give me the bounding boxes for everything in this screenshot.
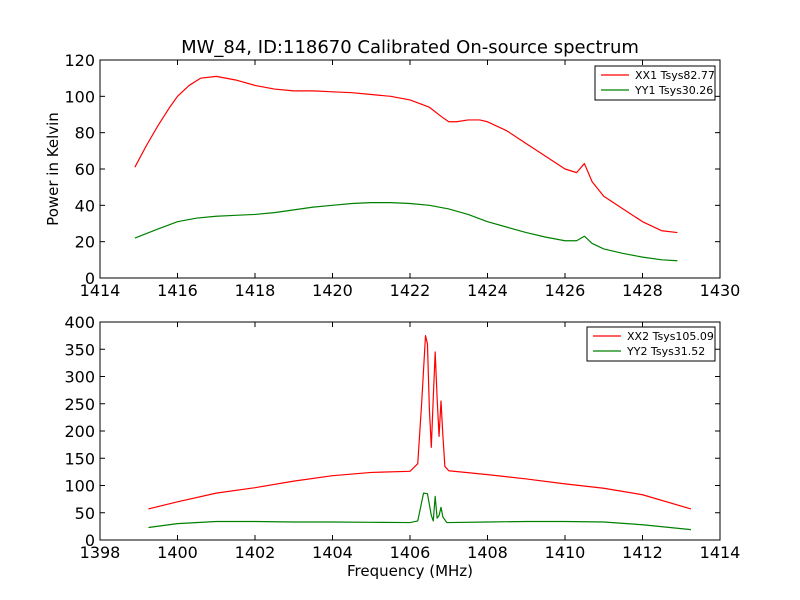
y-tick-label: 80 <box>75 124 95 143</box>
x-tick-label: 1430 <box>700 281 741 300</box>
y-axis-label: Power in Kelvin <box>44 112 62 226</box>
y-tick-label: 60 <box>75 160 95 179</box>
y-tick-label: 300 <box>64 368 95 387</box>
x-tick-label: 1414 <box>80 281 121 300</box>
x-tick-label: 1400 <box>157 543 198 562</box>
legend-entry: YY2 Tsys31.52 <box>626 345 705 358</box>
y-tick-label: 100 <box>64 87 95 106</box>
x-tick-label: 1412 <box>622 543 663 562</box>
x-tick-label: 1398 <box>80 543 121 562</box>
y-tick-label: 400 <box>64 313 95 332</box>
x-tick-label: 1416 <box>157 281 198 300</box>
series-line-1-1 <box>148 492 692 531</box>
y-tick-label: 0 <box>85 269 95 288</box>
x-tick-label: 1410 <box>545 543 586 562</box>
x-axis-label: Frequency (MHz) <box>347 562 473 580</box>
top-panel: 1414 1416 1418 1420 1422 1424 1426 1428 1430 0 20 4… <box>44 51 740 300</box>
legend-entry: XX1 Tsys82.77 <box>635 69 715 82</box>
y-tick-label: 40 <box>75 196 95 215</box>
x-tick-label: 1404 <box>312 543 353 562</box>
y-tick-label: 200 <box>64 422 95 441</box>
y-tick-label: 100 <box>64 477 95 496</box>
legend-entry: XX2 Tsys105.09 <box>627 330 714 343</box>
y-tick-label: 150 <box>64 449 95 468</box>
y-tick-label: 120 <box>64 51 95 70</box>
legend-box <box>594 65 716 101</box>
legend-box <box>586 326 716 362</box>
x-tick-label: 1402 <box>235 543 276 562</box>
x-tick-label: 1420 <box>312 281 353 300</box>
x-tick-label: 1408 <box>467 543 508 562</box>
bottom-panel: 1398 1400 1402 1404 1406 1408 1410 1412 1414 0 50 1… <box>64 313 740 580</box>
chart-title: MW_84, ID:118670 Calibrated On-source sp… <box>181 37 639 58</box>
x-tick-label: 1414 <box>700 543 741 562</box>
x-tick-label: 1422 <box>390 281 431 300</box>
y-tick-label: 20 <box>75 233 95 252</box>
series-line-0-0 <box>134 75 678 234</box>
legend-entry: YY1 Tsys30.26 <box>634 84 713 97</box>
x-tick-label: 1406 <box>390 543 431 562</box>
x-tick-label: 1418 <box>235 281 276 300</box>
x-tick-label: 1426 <box>545 281 586 300</box>
y-tick-label: 0 <box>85 531 95 550</box>
series-line-1-0 <box>148 335 692 510</box>
y-tick-label: 350 <box>64 340 95 359</box>
y-tick-label: 50 <box>75 504 95 523</box>
y-tick-label: 250 <box>64 395 95 414</box>
x-tick-label: 1428 <box>622 281 663 300</box>
x-tick-label: 1424 <box>467 281 508 300</box>
series-line-0-1 <box>134 202 678 262</box>
